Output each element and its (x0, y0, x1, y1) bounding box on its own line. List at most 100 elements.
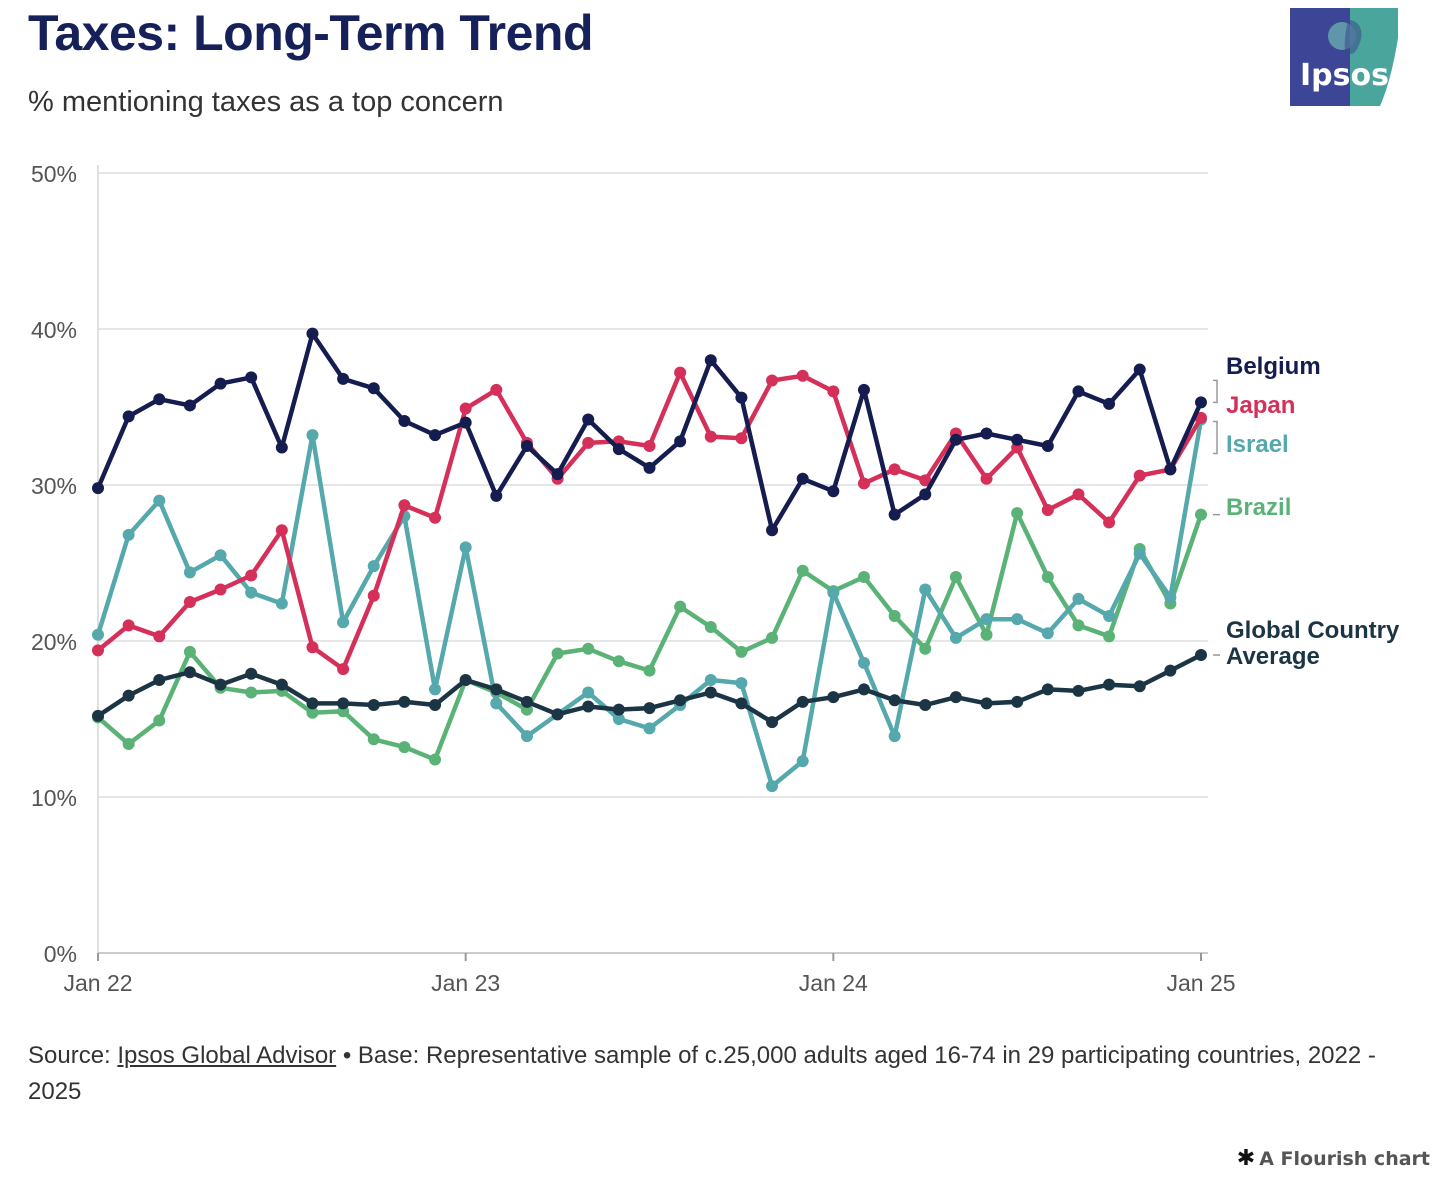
data-point (1072, 488, 1085, 501)
data-point (735, 391, 748, 404)
data-point (1103, 610, 1116, 623)
series-line-belgium (95, 331, 1204, 533)
data-point (919, 642, 932, 655)
data-point (582, 642, 595, 655)
data-point (153, 674, 166, 686)
data-point (980, 628, 993, 641)
data-point (1011, 433, 1024, 446)
data-point (735, 645, 748, 658)
source-text: • Base: Representative sample of c.25,00… (28, 1042, 1376, 1105)
data-point (245, 667, 258, 680)
y-axis-ticks: 0% 10% 20% 30% 40% 50% (31, 161, 77, 967)
data-point (704, 430, 717, 443)
data-point (275, 597, 288, 610)
source-link[interactable]: Ipsos Global Advisor (117, 1042, 337, 1069)
data-point (888, 694, 901, 707)
data-point (92, 482, 104, 495)
data-point (306, 697, 319, 710)
y-tick-label: 40% (31, 317, 77, 343)
data-point (1103, 630, 1116, 643)
data-point (520, 730, 533, 743)
ipsos-logo[interactable] (1290, 8, 1398, 106)
data-point (306, 706, 319, 719)
data-point (766, 780, 779, 793)
data-point (1195, 396, 1207, 409)
data-point (490, 683, 503, 696)
data-point (122, 410, 135, 423)
data-point (949, 433, 962, 446)
data-point (796, 755, 809, 768)
data-point (1195, 411, 1207, 424)
data-point (919, 488, 932, 501)
data-point (1041, 503, 1054, 516)
data-point (582, 413, 595, 426)
data-point (398, 695, 411, 708)
data-point (857, 683, 870, 696)
data-point (245, 686, 258, 699)
data-point (735, 697, 748, 710)
data-point (398, 499, 411, 512)
data-point (1133, 469, 1146, 482)
data-point (306, 429, 319, 442)
data-point (643, 664, 656, 677)
data-point (398, 741, 411, 754)
data-point (183, 566, 196, 579)
data-point (551, 647, 564, 660)
data-point (919, 583, 932, 596)
x-axis: Jan 22 Jan 23 Jan 24 Jan 25 (63, 165, 1236, 996)
chart-subtitle: % mentioning taxes as a top concern (28, 86, 504, 118)
data-point (490, 383, 503, 396)
data-point (153, 630, 166, 643)
data-point (245, 371, 258, 384)
data-point (92, 644, 104, 657)
data-point (92, 628, 104, 641)
data-point (1164, 463, 1177, 476)
data-point (520, 440, 533, 452)
data-point (704, 674, 717, 686)
data-point (612, 443, 625, 456)
data-point (643, 702, 656, 715)
data-point (766, 631, 779, 644)
data-point (214, 583, 227, 596)
series-israel (92, 413, 1207, 793)
data-point (490, 697, 503, 710)
data-point (367, 560, 380, 573)
data-point (1072, 619, 1085, 632)
series-global (92, 649, 1207, 729)
data-point (643, 461, 656, 474)
series-line-japan (96, 370, 1203, 672)
data-point (796, 564, 809, 577)
data-point (398, 415, 411, 428)
data-point (1041, 571, 1054, 584)
data-point (857, 571, 870, 584)
data-point (122, 528, 135, 541)
data-point (520, 695, 533, 708)
source-note: Source: Ipsos Global Advisor • Base: Rep… (28, 1038, 1418, 1110)
flourish-credit[interactable]: ✱ A Flourish chart (1237, 1146, 1430, 1171)
data-point (1011, 613, 1024, 626)
data-point (153, 393, 166, 406)
data-point (92, 709, 104, 722)
data-point (337, 697, 350, 710)
data-point (582, 686, 595, 699)
data-point (1041, 440, 1054, 452)
data-point (704, 354, 717, 367)
end-label-israel: Israel (1226, 431, 1289, 458)
data-point (949, 691, 962, 704)
end-label-brazil: Brazil (1226, 494, 1291, 521)
data-point (459, 541, 472, 554)
data-point (275, 524, 288, 537)
y-tick-label: 0% (44, 941, 77, 967)
series-belgium (92, 327, 1207, 537)
data-point (490, 489, 503, 502)
data-point (245, 586, 258, 599)
data-point (980, 613, 993, 626)
data-point (796, 472, 809, 485)
data-point (214, 678, 227, 691)
data-point (275, 441, 288, 454)
data-point (1072, 592, 1085, 605)
data-point (612, 655, 625, 668)
data-point (827, 691, 840, 704)
data-point (612, 713, 625, 725)
data-point (888, 610, 901, 623)
